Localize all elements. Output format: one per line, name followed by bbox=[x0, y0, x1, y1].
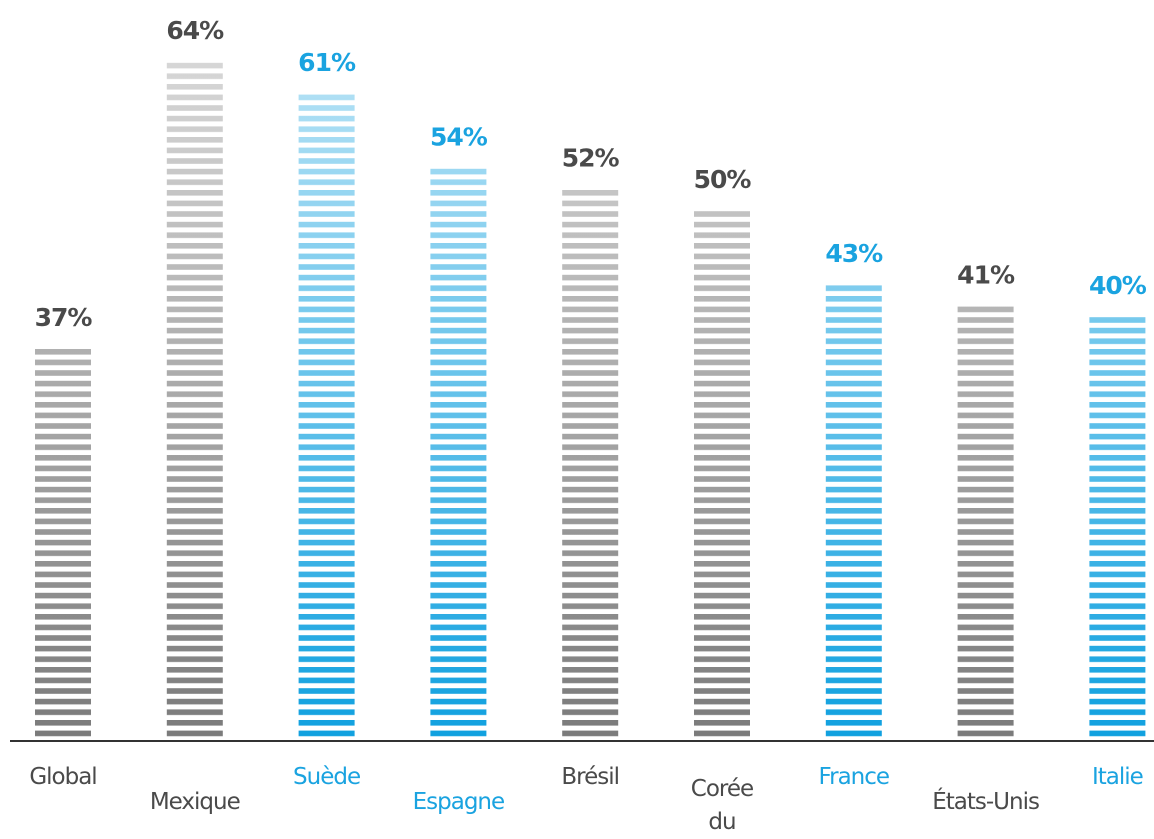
category-label: Suède bbox=[293, 764, 361, 790]
category-label: États-Unis bbox=[932, 789, 1040, 815]
bar bbox=[430, 166, 487, 740]
category-label: Corée du Sud bbox=[690, 776, 754, 835]
bar bbox=[825, 283, 882, 740]
bar bbox=[957, 304, 1014, 740]
bar bbox=[562, 187, 619, 740]
value-label: 37% bbox=[35, 303, 93, 332]
bar bbox=[166, 60, 223, 740]
value-label: 43% bbox=[825, 239, 883, 268]
value-label: 41% bbox=[957, 260, 1015, 289]
value-label: 52% bbox=[562, 144, 620, 173]
category-label: Mexique bbox=[149, 789, 241, 815]
value-label: 61% bbox=[298, 48, 356, 77]
bar bbox=[1089, 315, 1146, 740]
value-label: 54% bbox=[430, 122, 488, 151]
value-label: 50% bbox=[694, 165, 752, 194]
category-label: France bbox=[818, 764, 890, 790]
bar bbox=[298, 91, 355, 740]
bar bbox=[694, 208, 750, 740]
category-label: Brésil bbox=[561, 764, 620, 790]
bar bbox=[35, 346, 91, 740]
category-label: Espagne bbox=[412, 789, 506, 815]
category-label: Italie bbox=[1091, 764, 1144, 790]
category-label: Global bbox=[29, 764, 97, 790]
value-label: 64% bbox=[166, 16, 224, 45]
value-label: 40% bbox=[1089, 271, 1147, 300]
